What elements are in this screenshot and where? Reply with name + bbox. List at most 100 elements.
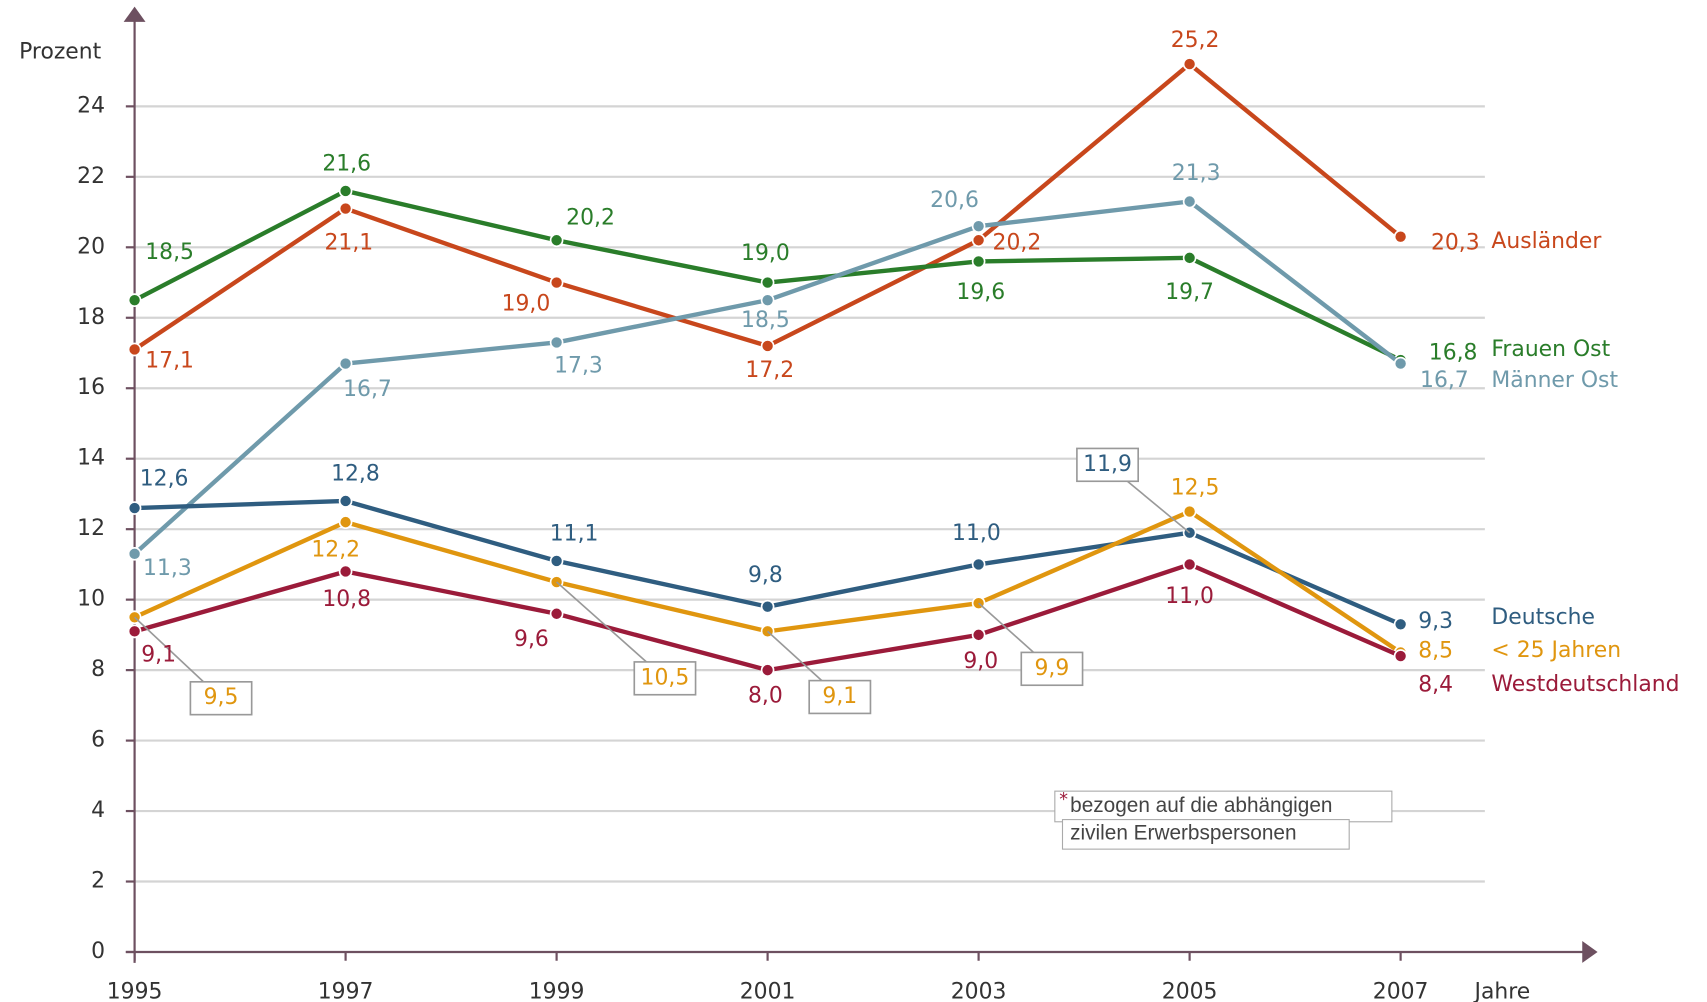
legend-label: Westdeutschland bbox=[1491, 672, 1679, 697]
data-label: 25,2 bbox=[1171, 28, 1220, 53]
data-label: 16,8 bbox=[1429, 340, 1478, 365]
data-label: 11,3 bbox=[143, 556, 192, 581]
data-label: 10,8 bbox=[322, 587, 371, 612]
legend-label: Frauen Ost bbox=[1491, 337, 1610, 362]
y-tick-label: 12 bbox=[77, 516, 105, 541]
point bbox=[971, 628, 986, 642]
y-axis-label: Prozent bbox=[19, 40, 102, 65]
data-label: 9,1 bbox=[822, 684, 857, 709]
data-label: 9,5 bbox=[204, 685, 239, 710]
label-box bbox=[808, 679, 872, 715]
y-tick-label: 16 bbox=[77, 375, 105, 400]
point bbox=[338, 564, 353, 579]
data-label: 11,0 bbox=[952, 521, 1001, 546]
y-tick-label: 24 bbox=[77, 93, 105, 118]
x-tick-label: 2003 bbox=[951, 979, 1007, 1002]
data-label: 17,1 bbox=[145, 349, 194, 374]
footnote: * bezogen auf die abhängigen zivilen Erw… bbox=[1054, 790, 1393, 850]
y-tick-label: 4 bbox=[91, 798, 105, 823]
point bbox=[549, 335, 564, 350]
point bbox=[338, 494, 353, 508]
point bbox=[971, 233, 986, 248]
data-label: 9,8 bbox=[748, 563, 783, 588]
data-label: 9,1 bbox=[141, 642, 176, 667]
x-tick-label: 1997 bbox=[318, 979, 374, 1002]
footnote-box bbox=[1061, 819, 1350, 850]
data-label: 8,5 bbox=[1418, 638, 1453, 663]
data-label: 10,5 bbox=[641, 665, 690, 690]
grid bbox=[134, 105, 1485, 883]
y-tick-label: 8 bbox=[91, 657, 105, 682]
x-tick-label: 2001 bbox=[740, 979, 796, 1002]
data-label: 19,6 bbox=[956, 280, 1005, 305]
point bbox=[760, 599, 775, 614]
data-label: 9,9 bbox=[1035, 656, 1070, 681]
point bbox=[971, 254, 986, 269]
data-label: 20,3 bbox=[1431, 230, 1480, 255]
y-tick-label: 14 bbox=[77, 446, 105, 471]
data-label: 18,5 bbox=[145, 240, 194, 265]
y-tick-label: 0 bbox=[91, 939, 105, 964]
x-tick-label: 1995 bbox=[107, 979, 163, 1002]
legend-label: Deutsche bbox=[1491, 605, 1594, 630]
point bbox=[1182, 557, 1197, 572]
legend-label: Ausländer bbox=[1491, 229, 1601, 254]
label-box bbox=[1076, 447, 1140, 483]
point bbox=[549, 275, 564, 290]
y-tick-label: 2 bbox=[91, 869, 105, 894]
point bbox=[1393, 229, 1408, 244]
data-label: 19,0 bbox=[502, 291, 551, 316]
point bbox=[1182, 194, 1197, 209]
point bbox=[1393, 356, 1408, 371]
point bbox=[760, 293, 775, 307]
point bbox=[1182, 251, 1197, 265]
y-tick-label: 10 bbox=[77, 587, 105, 612]
point bbox=[127, 342, 142, 357]
data-label: 12,5 bbox=[1171, 476, 1220, 501]
x-axis-label: Jahre bbox=[1473, 979, 1531, 1002]
label-box bbox=[633, 661, 697, 696]
point bbox=[760, 339, 775, 353]
point bbox=[127, 293, 142, 307]
label-box bbox=[1020, 651, 1084, 687]
data-label: 9,3 bbox=[1418, 609, 1453, 634]
data-label: 9,0 bbox=[963, 649, 998, 674]
point bbox=[760, 275, 775, 290]
point bbox=[549, 233, 564, 248]
data-label: 9,6 bbox=[514, 627, 549, 652]
footnote-text: zivilen Erwerbspersonen bbox=[1070, 821, 1296, 844]
data-label: 8,0 bbox=[748, 683, 783, 708]
point bbox=[127, 501, 142, 515]
data-label: 16,7 bbox=[343, 377, 392, 402]
point bbox=[760, 663, 775, 677]
data-label: 11,1 bbox=[550, 522, 599, 547]
legend-label: Männer Ost bbox=[1491, 368, 1618, 393]
data-label: 20,6 bbox=[930, 188, 979, 213]
data-label: 18,5 bbox=[741, 308, 790, 333]
data-label: 12,8 bbox=[331, 462, 380, 487]
point bbox=[549, 554, 564, 568]
point bbox=[971, 557, 986, 572]
point bbox=[1393, 649, 1408, 663]
data-label: 20,2 bbox=[993, 231, 1042, 256]
data-label: 11,0 bbox=[1165, 584, 1214, 609]
y-tick-label: 18 bbox=[77, 305, 105, 330]
data-label: 17,3 bbox=[554, 354, 603, 379]
point bbox=[971, 219, 986, 233]
y-tick-label: 22 bbox=[77, 164, 105, 189]
point bbox=[338, 515, 353, 529]
data-label: 20,2 bbox=[566, 205, 615, 230]
data-label: 12,2 bbox=[311, 538, 360, 563]
x-axis-arrow bbox=[1582, 941, 1598, 963]
point bbox=[127, 547, 142, 561]
data-label: 16,7 bbox=[1420, 368, 1469, 393]
point bbox=[338, 184, 353, 198]
x-tick-label: 1999 bbox=[529, 979, 585, 1002]
data-label: 19,0 bbox=[741, 241, 790, 266]
point bbox=[1393, 617, 1408, 632]
x-tick-label: 2005 bbox=[1162, 979, 1218, 1002]
point bbox=[338, 356, 353, 371]
data-label: 19,7 bbox=[1165, 280, 1214, 305]
x-tick-label: 2007 bbox=[1373, 979, 1429, 1002]
